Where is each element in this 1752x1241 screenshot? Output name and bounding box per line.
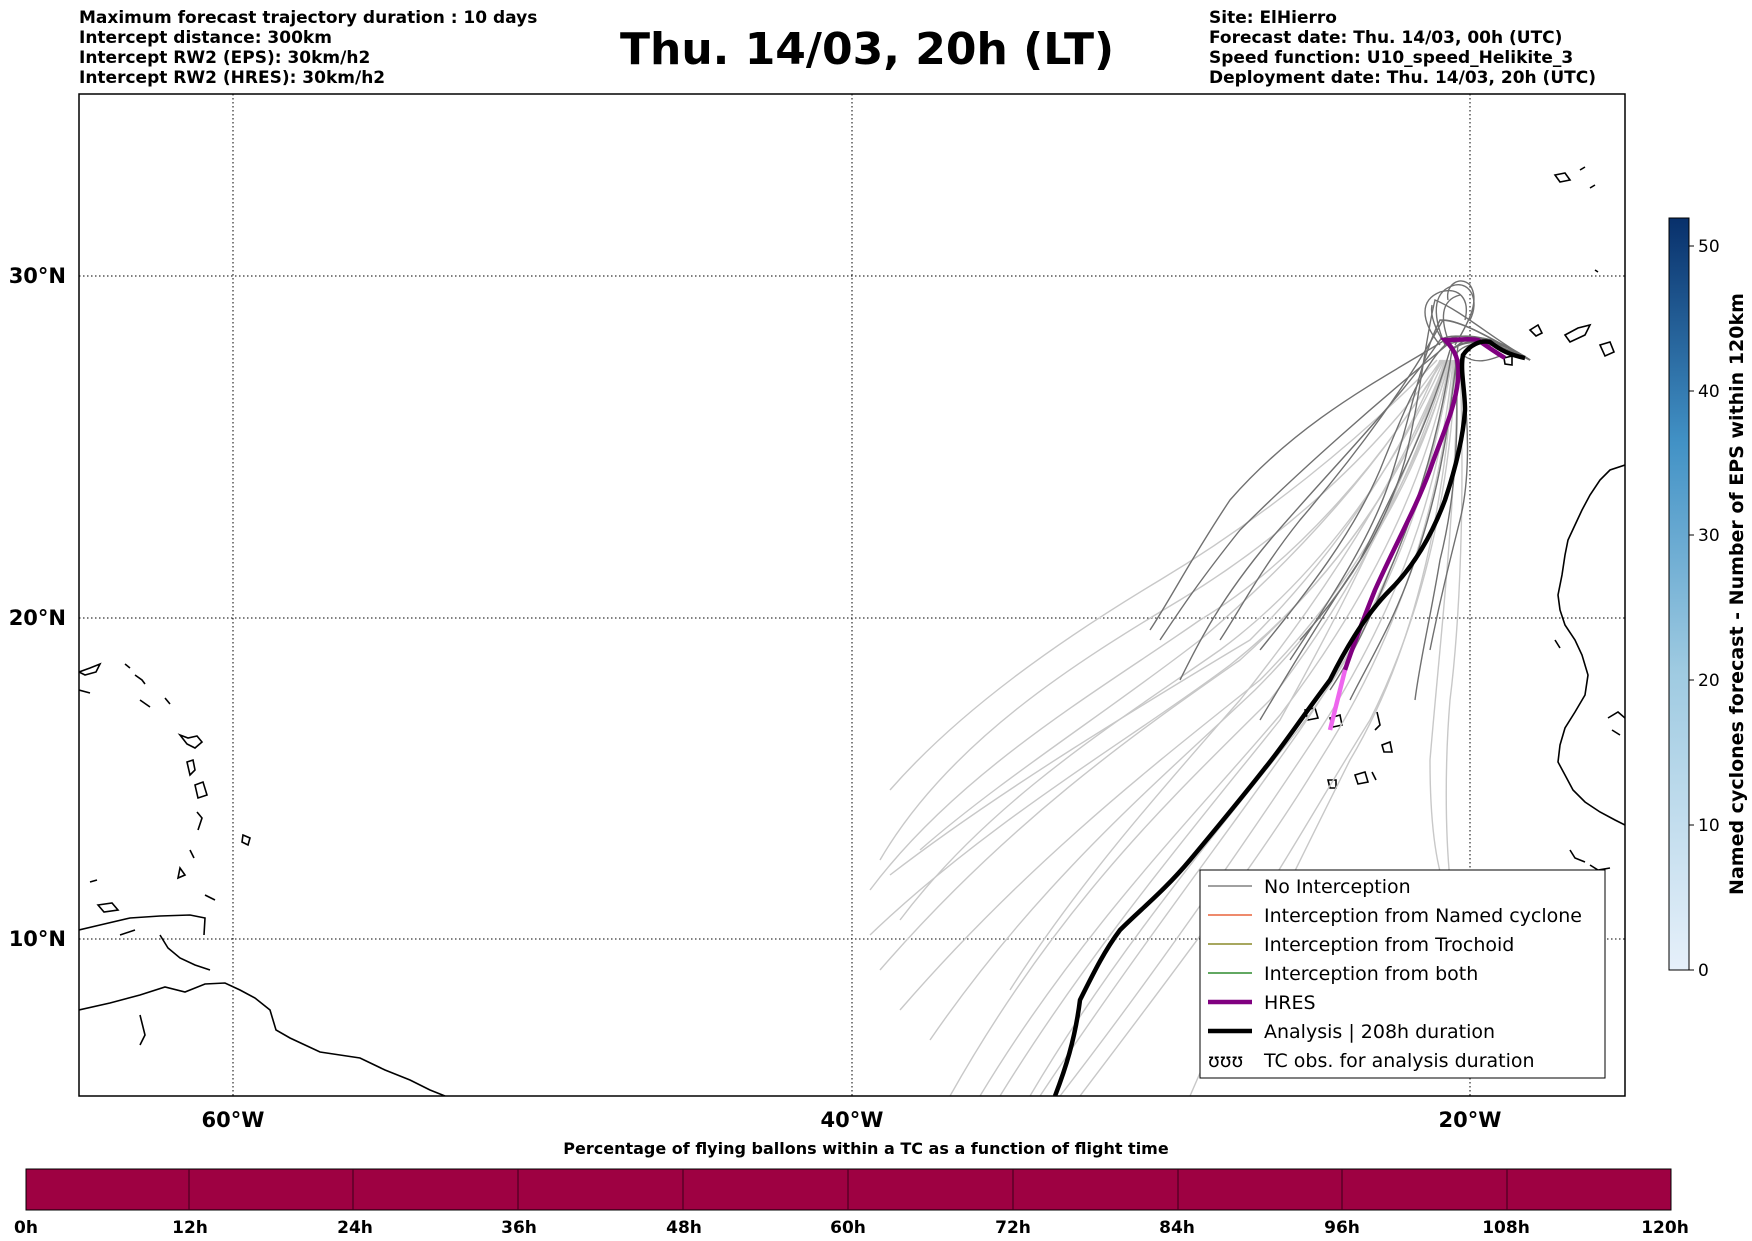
header-left-info: Maximum forecast trajectory duration : 1…	[79, 8, 537, 88]
bottom-tick-108h: 108h	[1482, 1218, 1530, 1238]
hres-trajectory	[1342, 336, 1507, 671]
analysis-trajectory	[1052, 339, 1526, 1096]
max-duration-text: Maximum forecast trajectory duration : 1…	[79, 8, 538, 28]
legend-label-both: Interception from both	[1264, 963, 1478, 985]
coastlines	[79, 166, 1625, 1096]
legend-label-tc-obs: TC obs. for analysis duration	[1263, 1050, 1535, 1072]
bottom-tick-36h: 36h	[501, 1218, 537, 1238]
colorbar-tick-40: 40	[1698, 382, 1720, 402]
flight-time-bar: Percentage of flying ballons within a TC…	[14, 1139, 1689, 1238]
lat-label-20n: 20°N	[9, 606, 66, 630]
site-text: Site: ElHierro	[1209, 8, 1337, 28]
map-frame	[78, 93, 1626, 1097]
lat-label-10n: 10°N	[9, 927, 66, 951]
colorbar-tick-20: 20	[1698, 671, 1720, 691]
legend: ʊʊʊ No Interception Interception from Na…	[1199, 869, 1606, 1079]
lon-label-40w: 40°W	[821, 1108, 884, 1132]
page-title: Thu. 14/03, 20h (LT)	[620, 24, 1115, 75]
speed-function-text: Speed function: U10_speed_Helikite_3	[1209, 48, 1574, 68]
bottom-tick-24h: 24h	[337, 1218, 373, 1238]
lat-label-30n: 30°N	[9, 264, 66, 288]
bottom-bar-title: Percentage of flying ballons within a TC…	[563, 1139, 1169, 1158]
cyclone-colorbar: 0 10 20 30 40 50 Named cyclones forecast…	[1668, 217, 1748, 981]
deployment-date-text: Deployment date: Thu. 14/03, 20h (UTC)	[1209, 68, 1596, 88]
colorbar-label: Named cyclones forecast - Number of EPS …	[1726, 293, 1748, 895]
intercept-distance-text: Intercept distance: 300km	[79, 28, 332, 48]
legend-label-trochoid: Interception from Trochoid	[1264, 934, 1514, 956]
bottom-tick-12h: 12h	[172, 1218, 208, 1238]
bottom-tick-96h: 96h	[1324, 1218, 1360, 1238]
lon-label-60w: 60°W	[202, 1108, 265, 1132]
colorbar-tick-30: 30	[1698, 526, 1720, 546]
legend-label-hres: HRES	[1264, 992, 1316, 1014]
colorbar-tick-0: 0	[1698, 961, 1709, 981]
bottom-tick-48h: 48h	[666, 1218, 702, 1238]
bottom-tick-72h: 72h	[995, 1218, 1031, 1238]
bottom-tick-120h: 120h	[1641, 1218, 1689, 1238]
hres-trajectory-end	[1327, 669, 1348, 731]
intercept-eps-text: Intercept RW2 (EPS): 30km/h2	[79, 48, 371, 68]
legend-swatch-tc-obs: ʊʊʊ	[1208, 1050, 1243, 1072]
bottom-tick-84h: 84h	[1159, 1218, 1195, 1238]
legend-label-no-interception: No Interception	[1264, 876, 1411, 898]
lon-label-20w: 20°W	[1439, 1108, 1502, 1132]
intercept-hres-text: Intercept RW2 (HRES): 30km/h2	[79, 68, 386, 88]
legend-label-analysis: Analysis | 208h duration	[1264, 1021, 1495, 1043]
colorbar-tick-50: 50	[1698, 237, 1720, 257]
bottom-tick-60h: 60h	[830, 1218, 866, 1238]
forecast-date-text: Forecast date: Thu. 14/03, 00h (UTC)	[1209, 28, 1563, 48]
bottom-tick-0h: 0h	[14, 1218, 38, 1238]
colorbar-tick-10: 10	[1698, 816, 1720, 836]
legend-label-named-cyclone: Interception from Named cyclone	[1264, 905, 1582, 927]
header-right-info: Site: ElHierro Forecast date: Thu. 14/03…	[1209, 8, 1596, 88]
